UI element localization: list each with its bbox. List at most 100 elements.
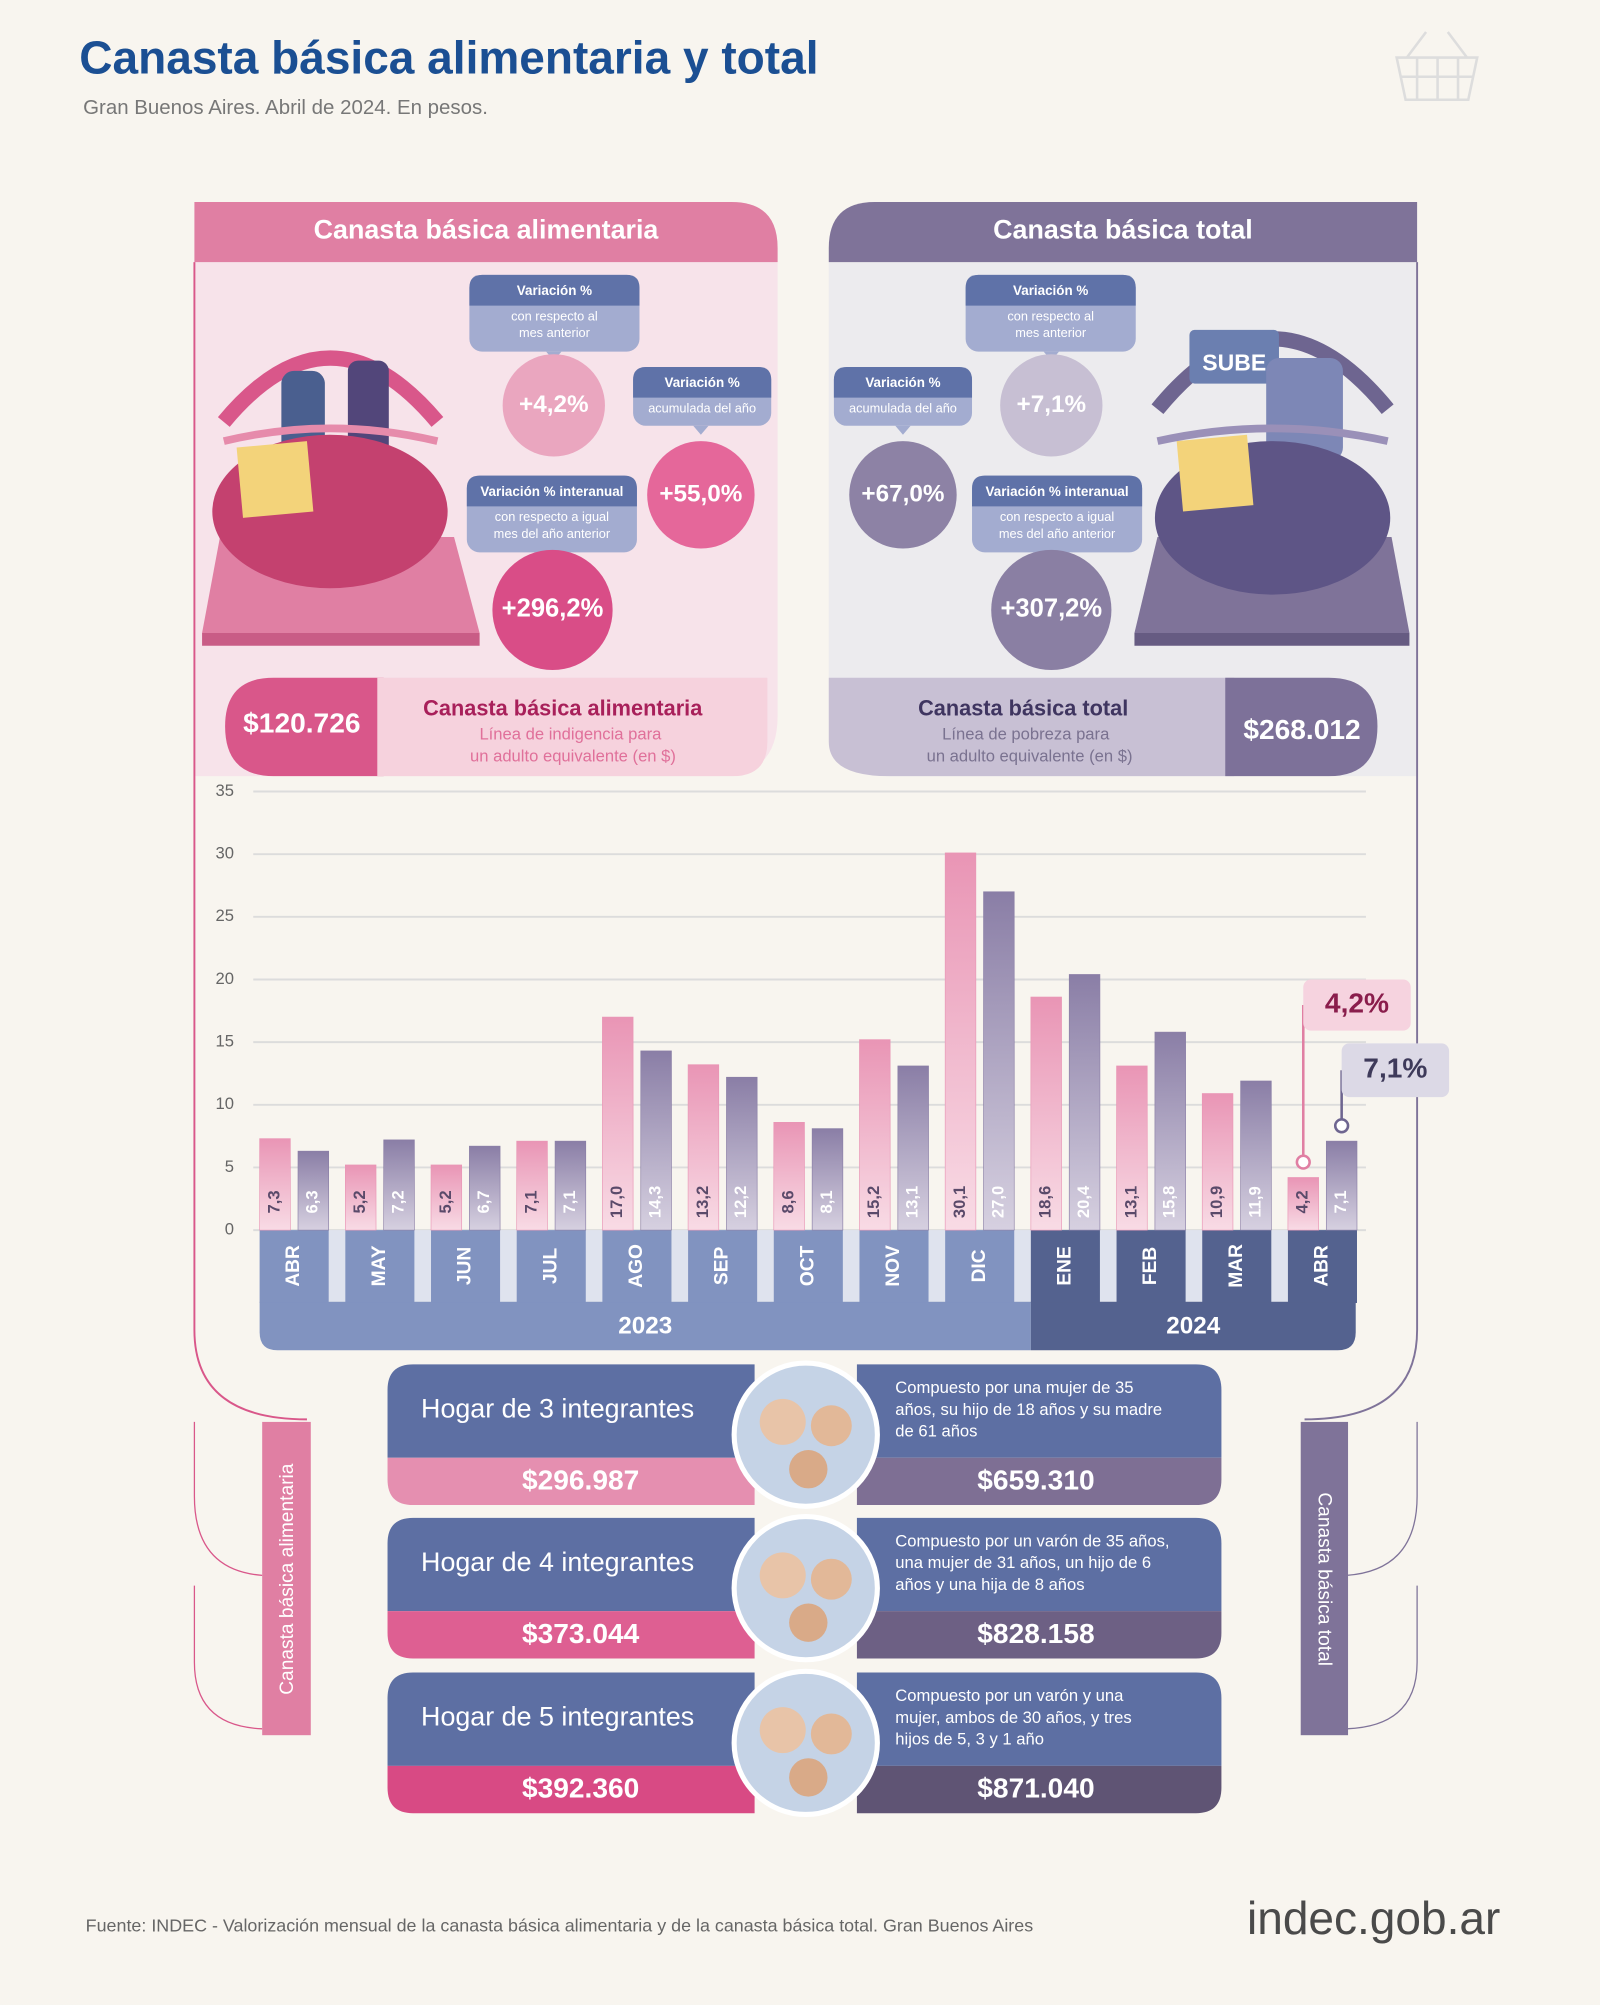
household-cba-price: $392.360 — [522, 1773, 639, 1804]
price: $120.726 — [243, 707, 360, 738]
value-label: 20,4 — [1074, 1185, 1093, 1218]
value-label: 12,2 — [731, 1186, 750, 1218]
household-head — [387, 1364, 755, 1458]
household-cba — [387, 1765, 755, 1814]
bar — [687, 1064, 720, 1231]
bar — [602, 1016, 634, 1231]
bar — [811, 1128, 844, 1231]
value-label: 8,1 — [817, 1190, 836, 1213]
bar — [859, 1039, 891, 1231]
x-tick-label: JUN — [455, 1247, 476, 1285]
x-tick-label: AGO — [626, 1244, 647, 1288]
stat-sub: con respecto a igual — [1000, 509, 1114, 524]
month-band — [1030, 1230, 1100, 1303]
household-cba-price: $296.987 — [522, 1464, 639, 1495]
y-tick-label: 15 — [216, 1032, 234, 1051]
household-avatar — [731, 1513, 880, 1663]
household-avatar — [731, 1360, 880, 1509]
x-tick-label: JUL — [540, 1248, 561, 1285]
outline — [1304, 262, 1419, 1421]
avatar-face — [810, 1713, 852, 1755]
value-label: 5,2 — [350, 1190, 369, 1213]
value-label: 27,0 — [988, 1186, 1007, 1218]
household-desc: Compuesto por un varón y una — [895, 1686, 1124, 1705]
stat-title: Variación % — [517, 283, 592, 298]
stat-value: +307,2% — [1000, 595, 1102, 623]
value-label: 15,8 — [1160, 1186, 1179, 1218]
value-label: 4,2 — [1293, 1190, 1312, 1213]
bar — [983, 891, 1015, 1231]
bar — [516, 1140, 548, 1231]
side-label-box — [1300, 1421, 1349, 1736]
panel-title: Canasta básica alimentaria — [314, 215, 660, 245]
callout-dot — [1333, 1118, 1350, 1134]
bar — [897, 1065, 929, 1231]
stat-value: +296,2% — [502, 595, 604, 623]
value-label: 7,3 — [264, 1190, 283, 1213]
household-desc: Compuesto por un varón de 35 años, — [895, 1532, 1169, 1551]
avatar-face — [789, 1758, 828, 1797]
month-band — [345, 1230, 415, 1303]
price-desc: Línea de indigencia para — [479, 725, 662, 744]
household-desc: años y una hija de 8 años — [895, 1575, 1084, 1594]
cba-basket — [202, 350, 480, 646]
stat-box-head — [965, 274, 1136, 306]
x-tick-label: MAR — [1226, 1244, 1247, 1288]
value-label: 10,9 — [1207, 1186, 1226, 1218]
value-label: 7,1 — [1331, 1190, 1350, 1213]
price-box — [1225, 677, 1378, 777]
price-title: Canasta básica total — [918, 695, 1128, 720]
stat-sub: mes anterior — [1015, 325, 1087, 340]
y-tick-label: 35 — [216, 781, 234, 800]
household-cbt — [856, 1611, 1222, 1659]
avatar-face — [759, 1707, 806, 1754]
value-label: 14,3 — [646, 1186, 665, 1218]
value-label: 17,0 — [607, 1186, 626, 1218]
stat-sub: acumulada del año — [648, 401, 756, 416]
stat-sub: con respecto al — [1007, 308, 1094, 323]
stat-title: Variación % — [865, 375, 940, 390]
y-tick-label: 20 — [216, 969, 234, 988]
stat-box-head — [833, 366, 973, 398]
stat-value: +4,2% — [519, 391, 589, 418]
stat-pointer — [895, 425, 911, 435]
stat-sub: mes del año anterior — [494, 526, 611, 541]
stat-box-head — [466, 475, 637, 507]
avatar-face — [759, 1552, 806, 1599]
bar — [944, 852, 977, 1231]
price-strip — [828, 677, 1235, 777]
price-strip — [377, 677, 768, 777]
stat-value: +7,1% — [1017, 391, 1087, 418]
household-head — [387, 1517, 755, 1612]
y-tick-label: 5 — [225, 1157, 234, 1176]
value-label: 6,3 — [303, 1190, 322, 1213]
stat-box-head — [972, 475, 1143, 507]
bar — [1240, 1080, 1272, 1231]
stat-circle — [991, 549, 1112, 671]
month-band — [516, 1230, 586, 1303]
cbt-basket: SUBE — [1134, 329, 1410, 646]
household-desc-box — [856, 1517, 1222, 1612]
stat-circle — [502, 354, 605, 457]
value-label: 8,6 — [779, 1190, 798, 1213]
bar — [1154, 1031, 1186, 1231]
value-label: 6,7 — [474, 1190, 493, 1213]
bar — [554, 1140, 587, 1231]
y-tick-label: 0 — [225, 1220, 234, 1239]
bar — [1201, 1093, 1234, 1231]
bar — [773, 1122, 805, 1231]
outline — [1346, 1421, 1418, 1730]
avatar-face — [810, 1405, 852, 1447]
y-tick-label: 25 — [216, 906, 234, 925]
value-label: 5,2 — [436, 1190, 455, 1213]
stat-title: Variación % — [1013, 283, 1088, 298]
month-band — [259, 1230, 329, 1303]
value-label: 13,1 — [1121, 1186, 1140, 1218]
side-label-box — [262, 1421, 311, 1736]
stat-sub: mes anterior — [519, 325, 591, 340]
callout-dot — [1295, 1154, 1311, 1170]
price-desc: Línea de pobreza para — [942, 725, 1110, 744]
stat-sub: con respecto al — [511, 308, 598, 323]
